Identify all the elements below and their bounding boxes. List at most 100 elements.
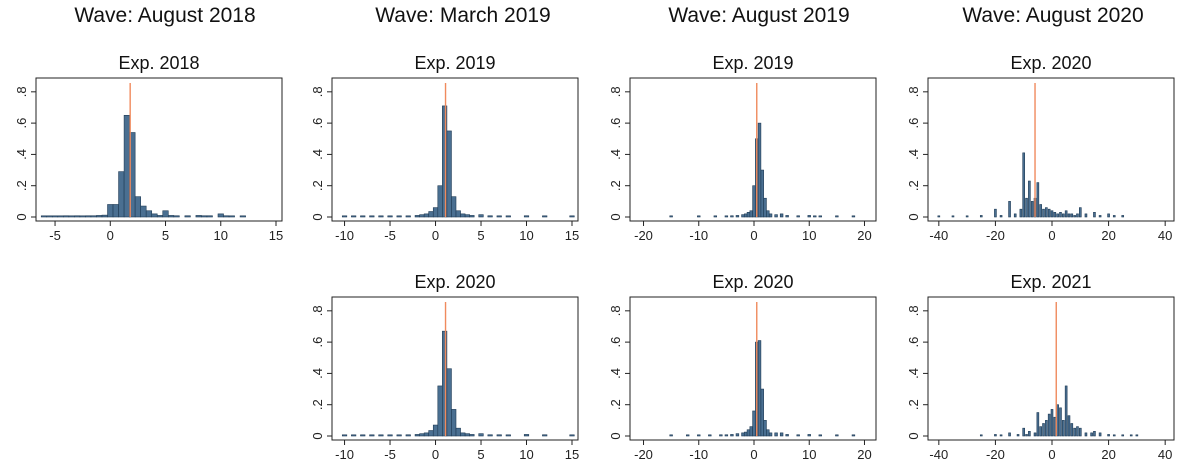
x-tick-label: -5 [49, 228, 61, 243]
x-tick-label: 20 [1101, 228, 1115, 243]
histogram-bar [156, 215, 164, 218]
histogram-bar [360, 434, 366, 437]
plot-frame [331, 296, 579, 441]
x-tick-label: 0 [1048, 228, 1055, 243]
x-tick-label: 20 [857, 228, 871, 243]
histogram-bar [741, 214, 745, 218]
x-tick-label: 15 [565, 447, 579, 462]
histogram-bar [1135, 434, 1139, 437]
histogram-bar [746, 212, 751, 218]
panel-title: Exp. 2020 [414, 272, 495, 292]
panel-title: Exp. 2018 [118, 53, 199, 73]
y-tick-label: .4 [906, 368, 921, 379]
histogram-bar [1042, 423, 1045, 437]
histogram-bar [741, 432, 745, 437]
histogram-bar [79, 215, 86, 218]
histogram-bar [719, 434, 723, 437]
histogram-bar [387, 215, 393, 218]
histogram-bar [460, 213, 466, 218]
x-tick-label: 10 [802, 447, 816, 462]
histogram-bar [118, 171, 125, 218]
histogram-bar [51, 215, 59, 218]
histogram-bar [201, 215, 208, 218]
panel-title: Exp. 2020 [1010, 53, 1091, 73]
x-tick-label: -20 [634, 228, 653, 243]
x-tick-label: -10 [335, 228, 354, 243]
histogram-bar [669, 215, 673, 218]
y-tick-label: .8 [608, 305, 623, 316]
histogram-bar [994, 208, 997, 218]
histogram-bar [423, 432, 430, 437]
histogram-bar [542, 434, 548, 437]
histogram-bar [1047, 413, 1051, 437]
histogram-bar [851, 434, 856, 437]
histogram-bar [360, 215, 366, 218]
histogram-bar [505, 215, 511, 218]
histogram-bar [569, 434, 575, 437]
x-tick-label: 0 [750, 228, 757, 243]
histogram-bar [1112, 434, 1116, 437]
histogram-bar [523, 434, 530, 437]
histogram-bar [446, 368, 452, 437]
histogram-bar [1039, 204, 1042, 218]
histogram-bar [151, 213, 158, 218]
histogram-bar [760, 169, 764, 218]
histogram-bar [818, 215, 822, 218]
y-tick-label: .6 [608, 337, 623, 348]
x-tick-label: -20 [986, 228, 1005, 243]
histogram-bar [965, 215, 969, 218]
histogram-bar [414, 215, 420, 218]
histogram-bar [469, 434, 475, 437]
histogram-bar [999, 215, 1003, 218]
y-tick-label: 0 [310, 432, 325, 439]
histogram-bar [1067, 415, 1071, 437]
histogram-bar [708, 434, 712, 437]
histogram-bar [807, 215, 811, 218]
histogram-bar [979, 434, 983, 437]
histogram-bar [1045, 420, 1048, 437]
y-tick-label: .8 [906, 305, 921, 316]
histogram-bar [1050, 409, 1054, 437]
y-tick-label: .6 [310, 118, 325, 129]
y-tick-label: .8 [906, 86, 921, 97]
histogram-bar [496, 434, 502, 437]
histogram-bar [768, 213, 773, 218]
histogram-bar [419, 433, 425, 437]
x-tick-label: 0 [1048, 447, 1055, 462]
histogram-bar [1076, 213, 1079, 218]
y-tick-label: .4 [310, 149, 325, 160]
histogram-bar [341, 215, 348, 218]
histogram-bar [835, 434, 839, 437]
x-tick-label: -5 [384, 228, 396, 243]
histogram-bar [195, 215, 202, 218]
histogram-bar [1036, 412, 1040, 437]
histogram-bar [1056, 213, 1059, 218]
histogram-bar [217, 213, 224, 218]
x-tick-label: -20 [634, 447, 653, 462]
histogram-bar [1093, 431, 1096, 437]
histogram-bar [145, 210, 153, 218]
histogram-bar [419, 214, 425, 218]
plot-frame [927, 296, 1175, 441]
histogram-bar [378, 215, 384, 218]
y-tick-label: .6 [14, 118, 29, 129]
y-tick-label: 0 [608, 213, 623, 220]
histogram-bar [1062, 213, 1065, 218]
y-tick-label: .6 [906, 337, 921, 348]
histogram-bar [951, 215, 955, 218]
histogram-bar [206, 215, 213, 218]
histogram-bar [90, 215, 97, 218]
y-tick-label: 0 [906, 213, 921, 220]
x-tick-label: 10 [802, 228, 816, 243]
x-tick-label: 20 [857, 447, 871, 462]
x-tick-label: -40 [929, 447, 948, 462]
x-tick-label: -10 [335, 447, 354, 462]
histogram-bar [351, 215, 357, 218]
histogram-bar [1053, 416, 1057, 437]
x-tick-label: 5 [477, 228, 484, 243]
histogram-bar [451, 409, 457, 437]
histogram-bar [1045, 207, 1048, 218]
histogram-bar [428, 211, 434, 218]
y-tick-label: .6 [906, 118, 921, 129]
histogram-bar [74, 215, 81, 218]
